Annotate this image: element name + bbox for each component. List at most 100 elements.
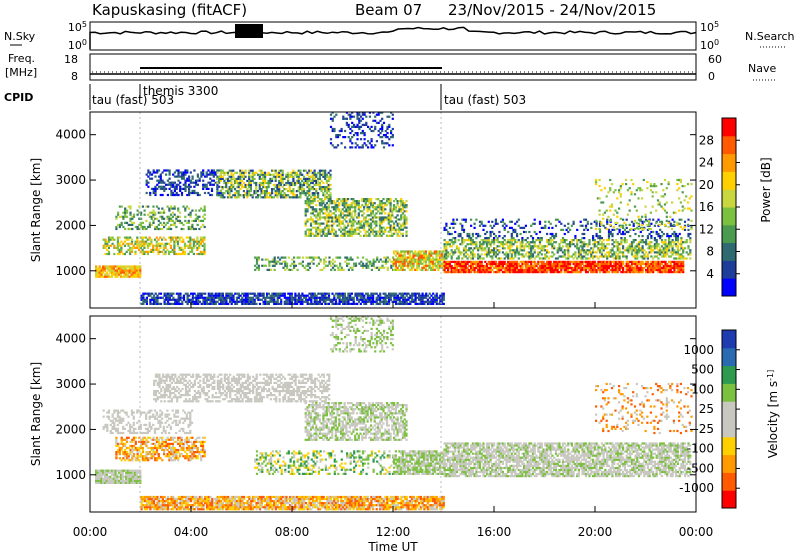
data-cell [191,177,194,180]
data-cell [218,194,221,197]
data-cell [577,239,580,242]
data-cell [279,190,283,193]
data-cell [304,177,307,180]
data-cell [431,252,435,255]
data-cell [195,181,198,184]
data-cell [193,181,196,184]
data-cell [563,249,566,252]
data-cell [265,190,268,193]
data-cell [292,175,295,178]
data-cell [537,251,540,254]
data-cell [132,267,135,270]
data-cell [290,294,293,297]
data-cell [556,257,559,260]
data-cell [560,271,563,274]
data-cell [371,220,374,223]
data-cell [279,169,283,172]
data-cell [466,257,469,260]
data-cell [278,183,281,187]
data-cell [645,255,648,258]
data-cell [576,243,579,246]
data-cell [620,262,623,266]
data-cell [606,271,609,274]
data-cell [381,111,384,114]
data-cell [510,245,513,248]
data-cell [226,192,230,195]
data-cell [308,192,311,195]
data-cell [450,251,453,254]
data-cell [173,213,176,216]
data-cell [554,269,558,272]
data-cell [538,220,542,223]
data-cell [572,262,575,266]
data-cell [221,186,224,189]
data-cell [556,262,559,266]
data-cell [435,250,438,253]
data-cell [239,294,242,297]
data-cell [95,273,98,276]
data-cell [277,256,280,259]
data-cell [401,204,404,207]
data-cell [396,268,399,271]
data-cell [505,241,508,244]
data-cell [403,218,406,221]
data-cell [516,232,519,236]
data-cell [359,224,362,227]
data-cell [307,262,310,265]
data-cell [662,243,665,246]
data-cell [278,294,281,297]
data-cell [107,238,111,241]
data-cell [348,210,351,213]
power-heatmap [95,111,693,305]
data-cell [586,249,589,252]
data-cell [164,246,167,249]
data-cell [593,243,596,246]
data-cell [636,243,639,246]
data-cell [340,216,343,219]
data-cell [197,294,200,297]
data-cell [637,262,641,266]
data-cell [505,271,508,274]
data-cell [454,241,457,244]
data-cell [147,181,150,184]
data-cell [253,192,256,195]
data-cell [526,237,529,240]
data-cell [203,238,206,241]
data-cell [538,243,542,246]
data-cell [310,260,313,263]
data-cell [255,196,258,199]
data-cell [602,247,605,250]
data-cell [430,252,433,255]
data-cell [184,209,187,212]
data-cell [152,205,155,208]
data-cell [147,169,150,172]
data-cell [300,262,303,265]
data-cell [366,198,369,201]
data-cell [146,246,149,249]
data-cell [563,224,566,227]
data-cell [500,220,503,223]
data-cell [235,302,239,305]
data-cell [306,181,309,185]
data-cell [242,171,245,174]
data-cell [577,253,580,256]
data-cell [464,262,467,266]
data-cell [121,267,124,270]
data-cell [408,258,412,261]
data-cell [207,302,210,305]
data-cell [322,169,325,172]
data-cell [584,264,588,268]
data-cell [521,249,524,252]
data-cell [188,294,191,297]
data-cell [374,115,377,118]
data-cell [581,269,584,272]
data-cell [653,243,656,246]
data-cell [290,292,293,295]
data-cell [408,262,412,265]
data-cell [357,220,360,223]
data-cell [563,262,566,266]
data-cell [149,294,152,297]
data-cell [471,266,474,270]
data-cell [350,202,353,205]
data-cell [464,218,467,221]
